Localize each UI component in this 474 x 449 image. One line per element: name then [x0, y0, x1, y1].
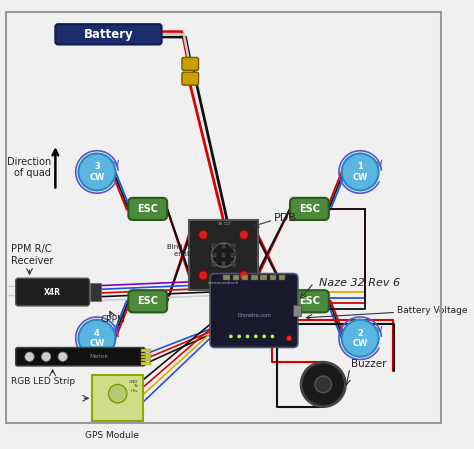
- Bar: [92, 375, 143, 421]
- Text: PPM R/C
Receiver: PPM R/C Receiver: [11, 244, 54, 266]
- Circle shape: [229, 335, 233, 338]
- Bar: [231, 253, 235, 257]
- Circle shape: [199, 230, 208, 239]
- Text: PDB: PDB: [274, 213, 297, 223]
- Circle shape: [239, 230, 248, 239]
- Bar: [222, 263, 225, 266]
- Circle shape: [342, 320, 379, 357]
- Text: Battery: Battery: [83, 28, 133, 41]
- Bar: [222, 244, 225, 248]
- Circle shape: [25, 352, 34, 361]
- Text: Dronetre.com: Dronetre.com: [237, 313, 271, 317]
- Circle shape: [301, 362, 346, 407]
- Bar: [231, 263, 235, 266]
- FancyBboxPatch shape: [16, 348, 145, 366]
- Circle shape: [79, 154, 115, 190]
- Text: RGB LED Strip: RGB LED Strip: [11, 377, 75, 386]
- Bar: [212, 263, 216, 266]
- Circle shape: [254, 335, 258, 338]
- FancyBboxPatch shape: [290, 198, 329, 220]
- Circle shape: [42, 352, 51, 361]
- Bar: [141, 362, 151, 365]
- Bar: [293, 305, 301, 316]
- Circle shape: [342, 154, 379, 190]
- Text: TX CLT: TX CLT: [217, 222, 230, 226]
- Circle shape: [199, 271, 208, 280]
- Text: 3
CW: 3 CW: [89, 162, 105, 182]
- Bar: [141, 356, 151, 358]
- FancyBboxPatch shape: [16, 278, 90, 306]
- FancyBboxPatch shape: [128, 198, 167, 220]
- Bar: [189, 220, 258, 290]
- Text: GPS Module: GPS Module: [85, 431, 139, 440]
- Bar: [233, 275, 239, 280]
- Circle shape: [237, 335, 241, 338]
- Text: Bind Plug on CH 2&3 to
enable CPPM mode: Bind Plug on CH 2&3 to enable CPPM mode: [167, 244, 249, 257]
- FancyBboxPatch shape: [290, 290, 329, 313]
- Bar: [212, 244, 216, 248]
- Text: Naze 32 Rev 6: Naze 32 Rev 6: [319, 278, 400, 288]
- Circle shape: [239, 271, 248, 280]
- Bar: [222, 253, 225, 257]
- Circle shape: [246, 335, 249, 338]
- Bar: [90, 283, 100, 301]
- Text: Buzzer: Buzzer: [351, 359, 386, 369]
- Circle shape: [315, 376, 332, 393]
- FancyBboxPatch shape: [128, 290, 167, 313]
- Circle shape: [109, 384, 127, 403]
- Bar: [260, 275, 267, 280]
- Bar: [141, 349, 151, 352]
- Bar: [141, 359, 151, 361]
- Text: Matek: Matek: [89, 354, 109, 359]
- Circle shape: [271, 335, 274, 338]
- Circle shape: [79, 320, 115, 357]
- Bar: [212, 253, 216, 257]
- Text: 4
CW: 4 CW: [89, 329, 105, 348]
- Text: ESC: ESC: [137, 204, 158, 214]
- Text: ESC: ESC: [299, 296, 320, 306]
- FancyBboxPatch shape: [182, 57, 199, 70]
- Circle shape: [286, 335, 292, 341]
- Text: X4R: X4R: [44, 287, 61, 296]
- Bar: [251, 275, 258, 280]
- Text: unmannedtech: unmannedtech: [208, 281, 239, 285]
- Bar: [242, 275, 248, 280]
- Bar: [141, 352, 151, 355]
- Bar: [270, 275, 276, 280]
- Text: GND
Tx
+5v: GND Tx +5v: [129, 380, 138, 393]
- FancyBboxPatch shape: [182, 72, 199, 85]
- Circle shape: [262, 335, 266, 338]
- Text: CPPM: CPPM: [100, 315, 125, 324]
- Text: ESC: ESC: [299, 204, 320, 214]
- Bar: [223, 275, 230, 280]
- Text: Direction
of quad: Direction of quad: [7, 157, 51, 178]
- Text: 2
CW: 2 CW: [353, 329, 368, 348]
- FancyBboxPatch shape: [55, 24, 162, 44]
- Text: ESC: ESC: [137, 296, 158, 306]
- FancyBboxPatch shape: [210, 273, 298, 348]
- Circle shape: [58, 352, 67, 361]
- Text: 1
CW: 1 CW: [353, 162, 368, 182]
- Bar: [279, 275, 285, 280]
- Text: Battery Voltage: Battery Voltage: [397, 306, 468, 315]
- Circle shape: [211, 243, 236, 267]
- Bar: [231, 244, 235, 248]
